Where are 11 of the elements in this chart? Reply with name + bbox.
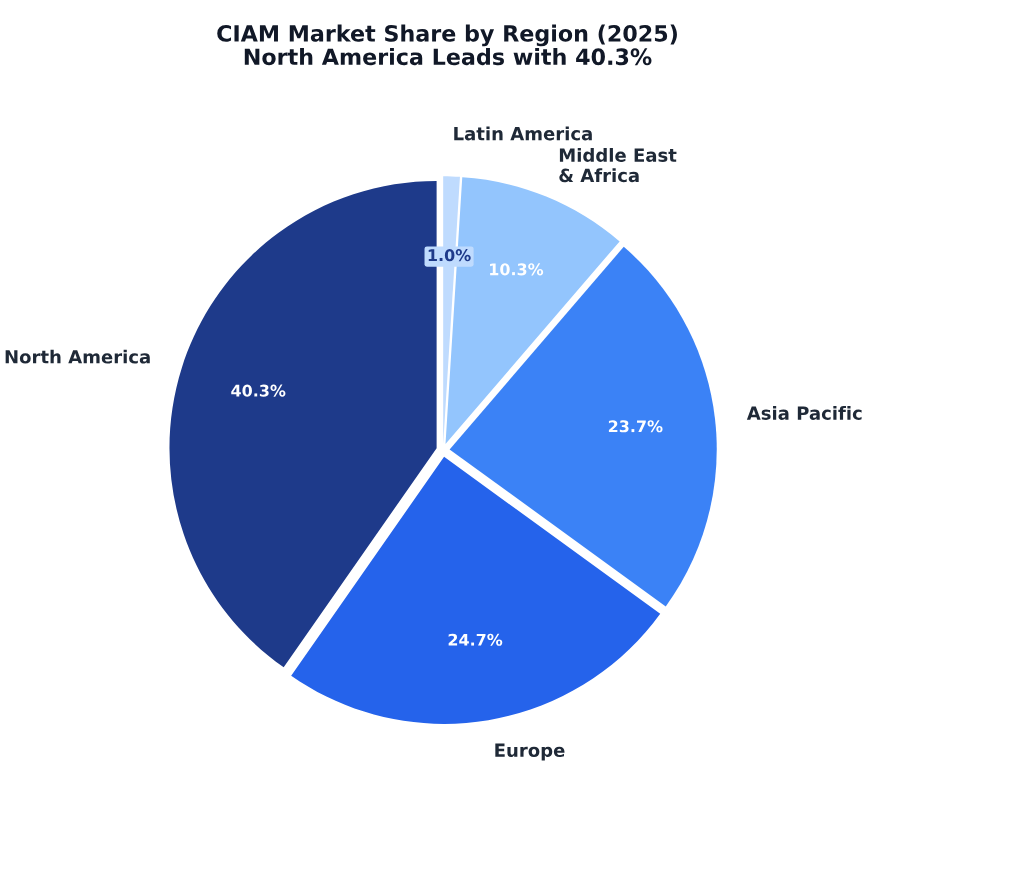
data-label: 1.0% xyxy=(428,249,471,262)
chart-title: CIAM Market Share by Region (2025) North America Leads with 40.3% xyxy=(217,24,677,66)
data-label: 10.3% xyxy=(490,263,544,276)
data-label: 40.3% xyxy=(231,384,286,397)
slice-label: North America xyxy=(5,349,150,364)
slice-label: Middle East & Africa xyxy=(559,147,677,183)
slice-label: Europe xyxy=(495,743,565,761)
slice-label: Latin America xyxy=(454,126,592,141)
data-label: 24.7% xyxy=(448,633,503,646)
slice-label: Asia Pacific xyxy=(746,405,862,420)
data-label: 23.7% xyxy=(608,420,663,433)
